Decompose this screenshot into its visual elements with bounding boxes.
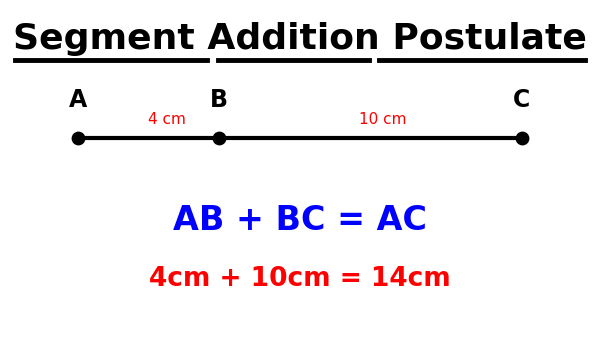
Text: B: B: [210, 88, 228, 112]
Text: 4 cm: 4 cm: [148, 113, 185, 128]
Text: 10 cm: 10 cm: [359, 113, 406, 128]
Point: [73, 135, 83, 140]
Point: [214, 135, 224, 140]
Text: Segment Addition Postulate: Segment Addition Postulate: [13, 22, 587, 56]
Text: 4cm + 10cm = 14cm: 4cm + 10cm = 14cm: [149, 266, 451, 292]
Text: C: C: [514, 88, 530, 112]
Point: [517, 135, 527, 140]
Text: AB + BC = AC: AB + BC = AC: [173, 204, 427, 238]
Text: A: A: [69, 88, 87, 112]
